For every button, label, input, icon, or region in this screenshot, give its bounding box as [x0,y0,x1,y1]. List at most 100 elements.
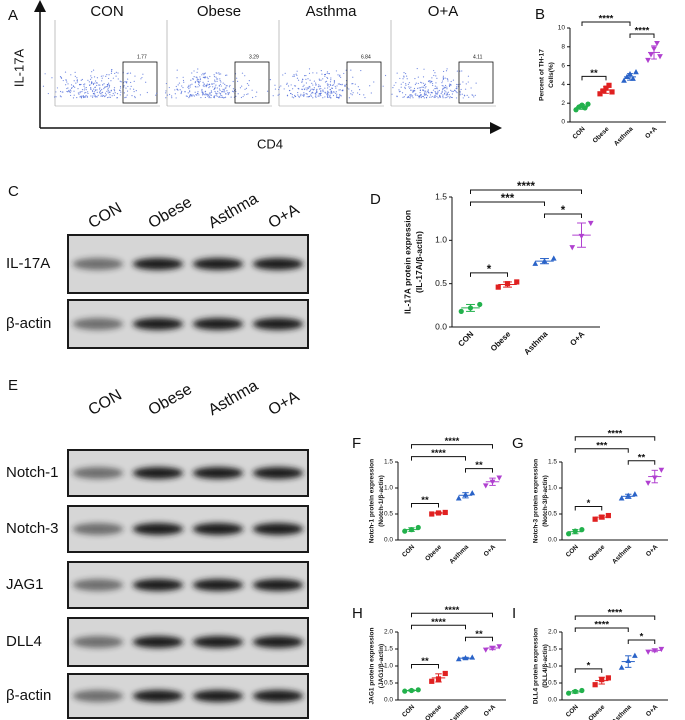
data-point [458,308,464,314]
cell-dot [246,93,248,96]
cell-dot [90,75,92,77]
cell-dot [422,82,425,84]
sig-bracket [411,456,466,461]
cell-dot [302,78,304,80]
data-point [482,647,489,653]
y-tick-label: 0.0 [548,537,557,544]
cell-dot [93,93,95,95]
cell-dot [424,91,426,93]
cell-dot [449,97,451,99]
cell-dot [218,96,220,98]
cell-dot [123,86,125,88]
cell-dot [191,95,193,97]
cell-dot [296,74,298,76]
y-tick-label: 0.0 [384,697,393,704]
cell-dot [251,89,253,91]
cell-dot [400,83,402,85]
y-axis-label: Notch-1 protein expression [369,459,376,543]
sig-bracket [629,33,655,39]
cell-dot [321,73,323,75]
cell-dot [201,90,203,92]
cell-dot [425,93,427,96]
cell-dot [84,92,86,94]
y-tick-label: 1.0 [384,485,393,492]
panel-label: I [512,605,516,622]
data-point [632,491,638,497]
cell-dot [310,92,313,94]
data-point [658,467,665,473]
cell-dot [306,93,308,95]
cell-dot [94,82,96,84]
cell-dot [90,86,92,89]
cell-dot [327,91,329,93]
cell-dot [216,92,218,94]
cell-dot [414,83,416,86]
cell-dot [169,93,171,96]
cell-dot [201,88,203,91]
cell-dot [277,94,279,96]
cell-dot [66,87,68,90]
cell-dot [91,96,94,98]
band [132,467,184,479]
cell-dot [417,76,419,78]
cell-dot [416,67,418,70]
cell-dot [402,81,404,83]
data-point [645,57,651,64]
cell-dot [174,89,176,91]
cell-dot [313,88,315,91]
cell-dot [224,83,226,85]
cell-dot [339,89,341,91]
data-point [625,657,632,663]
cell-dot [445,91,447,93]
cell-dot [176,77,178,79]
cell-dot [190,79,192,81]
cell-dot [406,78,408,80]
cell-dot [68,89,70,92]
cell-dot [72,85,75,88]
cell-dot [130,85,132,87]
cell-dot [352,92,354,94]
cell-dot [224,91,226,93]
cell-dot [103,86,106,88]
cell-dot [340,95,342,97]
cell-dot [350,69,352,71]
cell-dot [214,90,216,93]
cell-dot [441,90,443,92]
cell-dot [409,97,411,99]
cell-dot [348,97,350,99]
cell-dot [194,91,196,93]
cell-dot [236,77,238,79]
cell-dot [293,74,295,76]
band [192,636,244,648]
cell-dot [444,86,446,88]
cell-dot [224,87,226,89]
data-point [415,524,421,531]
cell-dot [338,97,340,99]
cell-dot [74,86,76,88]
cell-dot [73,80,75,82]
cell-dot [130,81,132,84]
cell-dot [81,91,83,93]
cell-dot [326,96,329,99]
cell-dot [345,69,347,71]
cell-dot [404,87,406,90]
cell-dot [205,84,207,87]
x-tick-label: Asthma [613,125,635,147]
band [192,579,244,591]
cell-dot [431,92,433,94]
cell-dot [113,90,116,92]
cell-dot [445,70,448,72]
data-point [572,688,578,695]
cell-dot [340,76,342,78]
cell-dot [449,96,451,98]
y-axis-label: JAG1 protein expression [369,628,376,705]
cell-dot [278,86,281,88]
cell-dot [308,72,311,74]
cell-dot [101,80,103,82]
gate [458,61,494,104]
x-tick-label: O+A [483,703,498,718]
data-point [592,682,598,688]
y-tick-label: 0.5 [548,680,557,687]
band [192,523,244,535]
cell-dot [438,94,441,96]
